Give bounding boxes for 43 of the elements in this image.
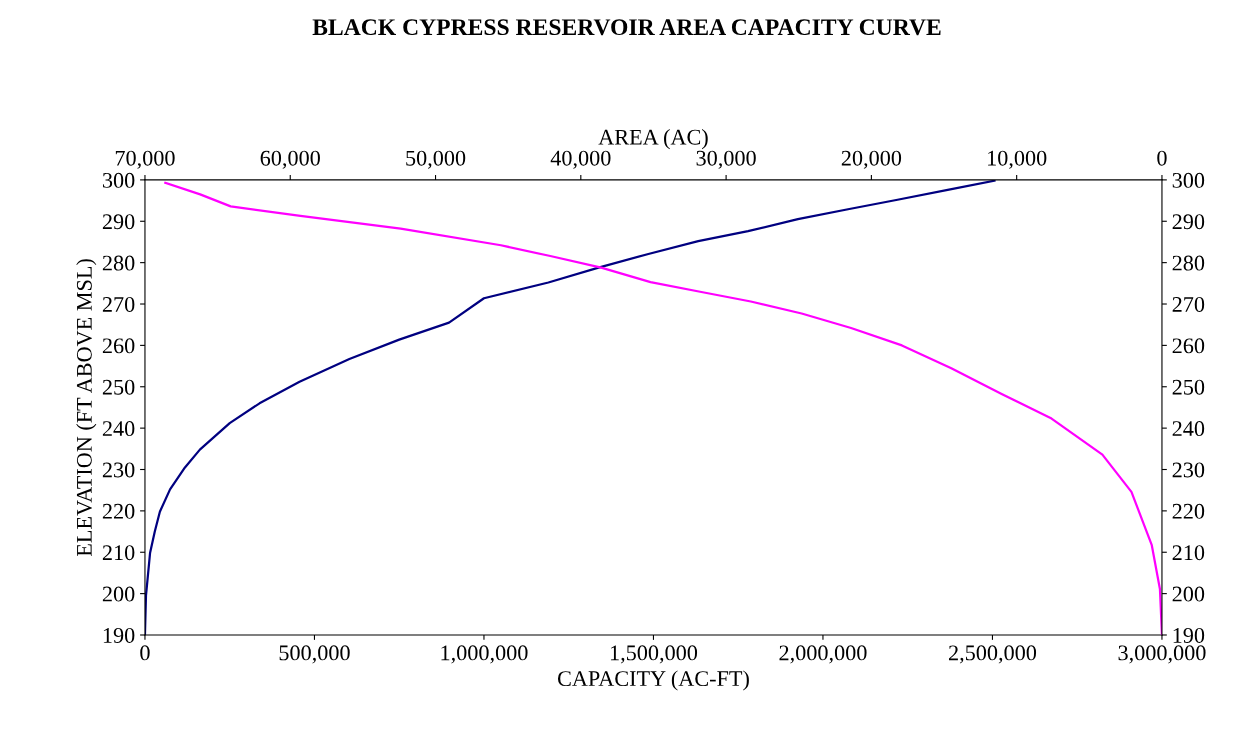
y2-tick-label: 260 <box>1172 338 1205 354</box>
x2-tick-label: 20,000 <box>841 150 902 169</box>
x2-tick-label: 70,000 <box>115 150 175 169</box>
x2-axis-title: AREA (AC) <box>598 129 708 150</box>
x2-tick-label: 0 <box>1157 150 1167 166</box>
y2-tick-label: 230 <box>1172 462 1205 478</box>
x-axis-title: CAPACITY (AC-FT) <box>557 670 749 691</box>
y-tick-label: 240 <box>102 421 135 437</box>
x2-tick-label: 60,000 <box>260 150 320 169</box>
x2-tick-label: 10,000 <box>988 150 1047 169</box>
y2-tick-label: 250 <box>1172 379 1205 395</box>
x-tick-label: 2,500,000 <box>948 645 1037 664</box>
y2-tick-label: 270 <box>1172 296 1205 312</box>
x-tick-label: 2,000,000 <box>779 645 867 664</box>
chart-title: BLACK CYPRESS RESERVOIR AREA CAPACITY CURVE <box>312 19 941 36</box>
y-tick-label: 260 <box>102 338 135 354</box>
x-tick-label: 0 <box>140 645 150 661</box>
x-tick-label: 3,000,000 <box>1118 645 1206 664</box>
y2-tick-label: 240 <box>1172 421 1205 437</box>
x-tick-label: 500,000 <box>279 645 350 664</box>
y2-tick-label: 220 <box>1172 503 1205 519</box>
y-tick-label: 300 <box>102 172 135 188</box>
x2-tick-label: 30,000 <box>696 150 756 169</box>
y-axis-title: ELEVATION (FT ABOVE MSL) <box>76 259 97 557</box>
y2-tick-label: 290 <box>1172 214 1205 230</box>
x-tick-label: 1,000,000 <box>441 645 528 664</box>
y-tick-label: 190 <box>103 627 135 643</box>
y2-tick-label: 300 <box>1172 172 1205 188</box>
x2-tick-label: 50,000 <box>406 150 466 169</box>
y2-tick-label: 280 <box>1172 255 1205 271</box>
y-tick-label: 220 <box>102 503 135 519</box>
y2-tick-label: 210 <box>1172 545 1205 561</box>
y2-tick-label: 200 <box>1172 586 1205 602</box>
y-tick-label: 290 <box>102 214 135 230</box>
y-tick-label: 210 <box>102 545 135 561</box>
y-tick-label: 200 <box>102 586 135 602</box>
y2-tick-label: 190 <box>1173 627 1205 643</box>
y-tick-label: 250 <box>102 379 135 395</box>
y-tick-label: 230 <box>102 462 135 478</box>
x2-tick-label: 40,000 <box>550 150 611 169</box>
y-tick-label: 270 <box>102 296 135 312</box>
x-tick-label: 1,500,000 <box>610 645 698 664</box>
y-tick-label: 280 <box>102 255 135 271</box>
